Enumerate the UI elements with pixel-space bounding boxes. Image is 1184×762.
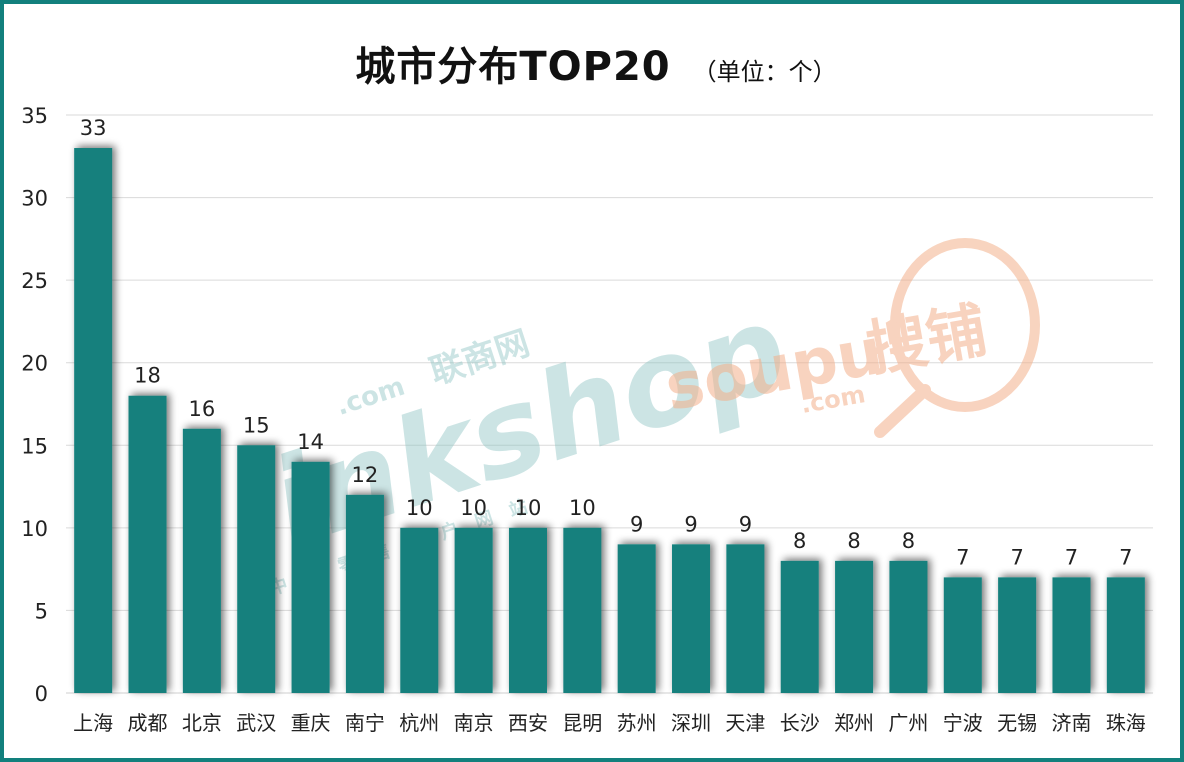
x-tick-label: 深圳	[671, 711, 711, 735]
bar	[617, 544, 656, 693]
data-label: 7	[1010, 545, 1023, 569]
bar	[835, 560, 874, 693]
data-label: 7	[1065, 545, 1078, 569]
bar	[74, 148, 113, 693]
x-tick-label: 苏州	[617, 711, 657, 735]
data-label: 10	[569, 496, 596, 520]
bar	[998, 577, 1037, 693]
y-tick-label: 30	[21, 187, 48, 211]
data-label: 15	[243, 413, 270, 437]
bar	[943, 577, 982, 693]
chart-title-area: 城市分布TOP20 （单位：个）	[4, 34, 1184, 92]
x-tick-label: 成都	[128, 711, 168, 735]
x-tick-label: 重庆	[291, 711, 331, 735]
y-tick-label: 5	[35, 599, 48, 623]
chart-title: 城市分布TOP20	[355, 44, 671, 90]
y-tick-label: 0	[35, 682, 48, 706]
bar	[508, 527, 547, 693]
data-labels: 33 18 16 15 14 12 10 10 10 10 9 9 9 8 8 8 7 7 7 7	[80, 116, 1133, 569]
bar	[182, 428, 221, 693]
data-label: 16	[189, 397, 216, 421]
data-label: 9	[739, 512, 752, 536]
y-axis-ticks: 0 5 10 15 20 25 30 35	[21, 104, 48, 706]
x-tick-label: 济南	[1051, 711, 1091, 735]
soupu-watermark: soupu 搜铺 .com	[660, 238, 1040, 438]
data-label: 10	[460, 496, 487, 520]
data-label: 10	[406, 496, 433, 520]
y-tick-label: 35	[21, 104, 48, 128]
bar	[128, 395, 167, 693]
y-tick-label: 20	[21, 352, 48, 376]
y-tick-label: 10	[21, 517, 48, 541]
bar	[780, 560, 819, 693]
data-label: 9	[630, 512, 643, 536]
data-label: 14	[297, 430, 324, 454]
x-tick-label: 西安	[508, 711, 548, 735]
data-label: 8	[793, 529, 806, 553]
linkshop-slogan-char: 网	[472, 507, 496, 533]
soupu-cn-name: 搜铺	[862, 295, 992, 385]
soupu-magnifier-handle	[874, 384, 931, 438]
data-label: 33	[80, 116, 107, 140]
x-axis-labels: 上海 成都 北京 武汉 重庆 南宁 杭州 南京 西安 昆明 苏州 深圳 天津 长沙 郑州 广州 宁波 无锡 济南 珠海	[73, 711, 1146, 735]
x-tick-label: 广州	[888, 711, 928, 735]
x-tick-label: 郑州	[834, 711, 874, 735]
data-label: 7	[1119, 545, 1132, 569]
data-label: 12	[352, 463, 379, 487]
x-tick-label: 南宁	[345, 711, 385, 735]
bar	[1106, 577, 1145, 693]
x-tick-label: 杭州	[399, 711, 439, 735]
linkshop-slogan-char: 站	[506, 495, 530, 521]
bars	[74, 148, 1145, 693]
bar	[563, 527, 602, 693]
x-tick-label: 珠海	[1106, 711, 1146, 735]
x-tick-label: 无锡	[997, 711, 1037, 735]
x-tick-label: 昆明	[562, 711, 602, 735]
bar	[400, 527, 439, 693]
data-label: 18	[134, 364, 161, 388]
x-tick-label: 上海	[73, 711, 113, 735]
bar	[237, 445, 276, 693]
bar	[726, 544, 765, 693]
x-tick-label: 天津	[725, 711, 765, 735]
y-tick-label: 25	[21, 269, 48, 293]
x-tick-label: 宁波	[943, 711, 983, 735]
x-tick-label: 南京	[454, 711, 494, 735]
y-tick-label: 15	[21, 434, 48, 458]
data-label: 10	[515, 496, 542, 520]
bar	[454, 527, 493, 693]
data-label: 7	[956, 545, 969, 569]
bar	[889, 560, 928, 693]
data-label: 8	[847, 529, 860, 553]
x-tick-label: 北京	[182, 711, 222, 735]
x-tick-label: 长沙	[780, 711, 820, 735]
x-tick-label: 武汉	[236, 711, 276, 735]
soupu-magnifier-ring	[890, 238, 1040, 412]
bar	[345, 494, 384, 693]
bar	[1052, 577, 1091, 693]
chart-unit-subtitle: （单位：个）	[692, 58, 837, 86]
bar	[291, 461, 330, 693]
data-label: 9	[684, 512, 697, 536]
bar	[672, 544, 711, 693]
data-label: 8	[902, 529, 915, 553]
